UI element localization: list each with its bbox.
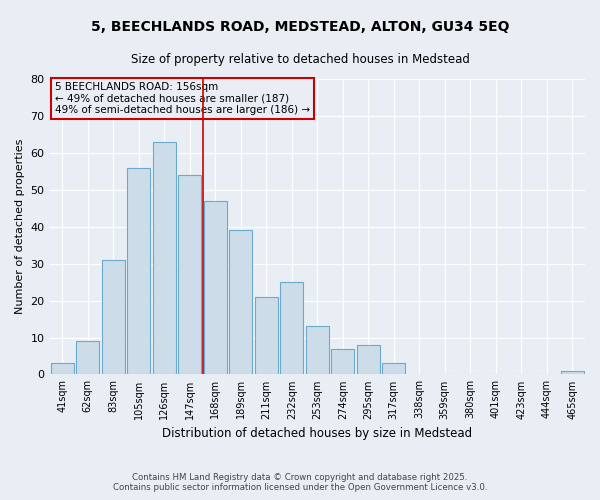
Text: 5 BEECHLANDS ROAD: 156sqm
← 49% of detached houses are smaller (187)
49% of semi: 5 BEECHLANDS ROAD: 156sqm ← 49% of detac…	[55, 82, 310, 115]
Bar	[229, 230, 252, 374]
Bar	[178, 175, 201, 374]
Bar	[255, 297, 278, 374]
Bar	[331, 348, 354, 374]
Text: Size of property relative to detached houses in Medstead: Size of property relative to detached ho…	[131, 52, 469, 66]
Y-axis label: Number of detached properties: Number of detached properties	[15, 139, 25, 314]
Bar	[280, 282, 303, 374]
Bar	[357, 345, 380, 374]
Bar	[51, 364, 74, 374]
Bar	[204, 201, 227, 374]
X-axis label: Distribution of detached houses by size in Medstead: Distribution of detached houses by size …	[162, 427, 472, 440]
Bar	[306, 326, 329, 374]
Text: Contains HM Land Registry data © Crown copyright and database right 2025.
Contai: Contains HM Land Registry data © Crown c…	[113, 473, 487, 492]
Bar	[127, 168, 150, 374]
Bar	[561, 370, 584, 374]
Bar	[102, 260, 125, 374]
Text: 5, BEECHLANDS ROAD, MEDSTEAD, ALTON, GU34 5EQ: 5, BEECHLANDS ROAD, MEDSTEAD, ALTON, GU3…	[91, 20, 509, 34]
Bar	[76, 341, 99, 374]
Bar	[153, 142, 176, 374]
Bar	[382, 364, 405, 374]
